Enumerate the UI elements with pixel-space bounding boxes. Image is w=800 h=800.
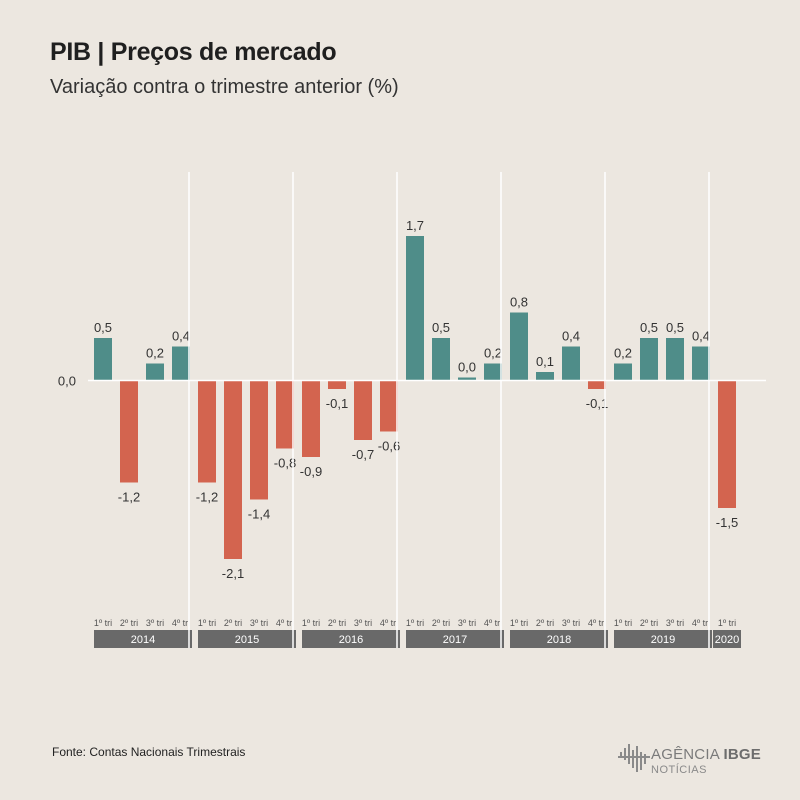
year-band	[198, 630, 296, 648]
bar-2015-q4	[276, 380, 294, 449]
quarter-label: 2º tri	[640, 618, 658, 628]
quarter-label: 4º tri	[692, 618, 710, 628]
quarter-label: 3º tri	[146, 618, 164, 628]
bar-2014-q2	[120, 380, 138, 483]
quarter-label: 4º tri	[172, 618, 190, 628]
bar-2016-q3	[354, 380, 372, 440]
data-label: 0,8	[510, 295, 528, 310]
quarter-label: 2º tri	[328, 618, 346, 628]
data-label: -1,4	[248, 507, 270, 522]
data-label: 0,4	[172, 329, 190, 344]
data-label: -0,1	[326, 396, 348, 411]
data-label: 0,4	[692, 329, 710, 344]
data-label: 0,1	[536, 354, 554, 369]
data-label: 0,5	[94, 320, 112, 335]
bar-2020-q1	[718, 380, 736, 508]
quarter-label: 1º tri	[406, 618, 424, 628]
quarter-label: 2º tri	[120, 618, 138, 628]
year-band	[302, 630, 400, 648]
data-label: -0,9	[300, 464, 322, 479]
data-label: 1,7	[406, 218, 424, 233]
data-label: 0,5	[432, 320, 450, 335]
year-band	[614, 630, 712, 648]
year-band	[713, 630, 741, 648]
year-label: 2015	[235, 634, 259, 646]
quarter-label: 3º tri	[354, 618, 372, 628]
quarter-label: 3º tri	[562, 618, 580, 628]
bar-2016-q4	[380, 380, 398, 432]
quarter-label: 1º tri	[198, 618, 216, 628]
data-label: -0,1	[586, 396, 608, 411]
data-label: 0,0	[458, 360, 476, 375]
bar-2015-q2	[224, 380, 242, 559]
quarter-label: 1º tri	[614, 618, 632, 628]
quarter-label: 1º tri	[718, 618, 736, 628]
bar-2017-q4	[484, 363, 502, 381]
quarter-label: 4º tri	[484, 618, 502, 628]
bar-2018-q1	[510, 312, 528, 381]
quarter-label: 4º tri	[380, 618, 398, 628]
quarter-label: 1º tri	[94, 618, 112, 628]
data-label: -2,1	[222, 566, 244, 581]
quarter-label: 3º tri	[458, 618, 476, 628]
logo-text-ibge: IBGE	[723, 746, 761, 763]
zero-axis-label: 0,0	[58, 374, 76, 389]
quarter-label: 4º tri	[588, 618, 606, 628]
ibge-logo-icon	[618, 744, 650, 772]
bar-2019-q3	[666, 338, 684, 381]
quarter-label: 2º tri	[224, 618, 242, 628]
bar-2019-q1	[614, 363, 632, 381]
bar-2014-q4	[172, 346, 190, 381]
bar-2019-q2	[640, 338, 658, 381]
bar-2018-q4	[588, 380, 606, 389]
chart-subtitle: Variação contra o trimestre anterior (%)	[50, 76, 399, 98]
quarter-label: 3º tri	[666, 618, 684, 628]
bar-2014-q3	[146, 363, 164, 381]
data-label: 0,4	[562, 329, 580, 344]
year-label: 2018	[547, 634, 571, 646]
logo-text-agencia: AGÊNCIA	[651, 746, 724, 763]
data-label: -1,2	[196, 490, 218, 505]
data-label: -0,6	[378, 439, 400, 454]
bar-2019-q4	[692, 346, 710, 381]
data-label: 0,2	[146, 346, 164, 361]
bar-2018-q3	[562, 346, 580, 381]
logo-text-noticias: NOTÍCIAS	[651, 764, 707, 776]
data-label: -1,5	[716, 515, 738, 530]
year-label: 2016	[339, 634, 363, 646]
quarter-label: 2º tri	[536, 618, 554, 628]
year-band	[406, 630, 504, 648]
year-band	[94, 630, 192, 648]
source-note: Fonte: Contas Nacionais Trimestrais	[52, 745, 246, 759]
data-label: 0,2	[614, 346, 632, 361]
bar-2016-q2	[328, 380, 346, 389]
quarter-label: 4º tri	[276, 618, 294, 628]
bar-2015-q1	[198, 380, 216, 483]
bar-2017-q3	[458, 377, 476, 381]
data-label: -0,8	[274, 456, 296, 471]
year-band	[510, 630, 608, 648]
data-label: -1,2	[118, 490, 140, 505]
year-label: 2014	[131, 634, 155, 646]
bar-2014-q1	[94, 338, 112, 381]
agencia-ibge-logo: AGÊNCIA IBGE NOTÍCIAS	[618, 742, 768, 778]
bar-2017-q2	[432, 338, 450, 381]
quarter-label: 2º tri	[432, 618, 450, 628]
data-label: 0,5	[640, 320, 658, 335]
quarter-label: 3º tri	[250, 618, 268, 628]
bar-2015-q3	[250, 380, 268, 500]
data-label: 0,2	[484, 346, 502, 361]
year-label: 2019	[651, 634, 675, 646]
chart-title: PIB | Preços de mercado	[50, 38, 337, 66]
bar-2016-q1	[302, 380, 320, 457]
quarter-label: 1º tri	[302, 618, 320, 628]
quarter-label: 1º tri	[510, 618, 528, 628]
bar-2017-q1	[406, 236, 424, 381]
data-label: -0,7	[352, 447, 374, 462]
year-label: 2020	[715, 634, 739, 646]
year-label: 2017	[443, 634, 467, 646]
bar-2018-q2	[536, 372, 554, 381]
data-label: 0,5	[666, 320, 684, 335]
